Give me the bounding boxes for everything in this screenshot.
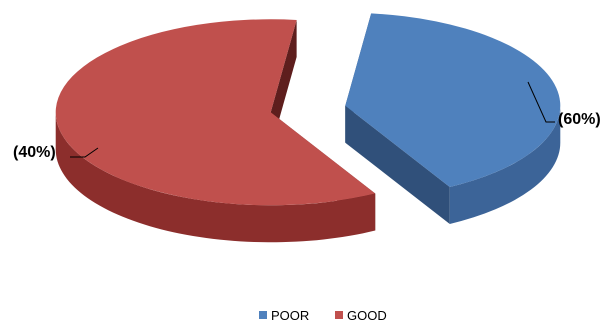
data-label-poor: (40%) bbox=[13, 144, 56, 161]
legend-item-poor: POOR bbox=[259, 308, 309, 323]
pie-slice-good-cut-end bbox=[270, 19, 297, 150]
legend-swatch-poor bbox=[259, 311, 267, 319]
legend-label-good: GOOD bbox=[347, 308, 387, 323]
legend-swatch-good bbox=[335, 311, 343, 319]
pie-slice-good-side-0 bbox=[55, 112, 376, 243]
pie-slice-poor-top bbox=[345, 13, 561, 187]
leader-line-good bbox=[527, 81, 555, 123]
pie-slice-good-top bbox=[55, 19, 376, 206]
pie-slice-poor-side-0 bbox=[449, 105, 561, 224]
leader-line-poor bbox=[70, 147, 99, 158]
legend-item-good: GOOD bbox=[335, 308, 387, 323]
labels-layer: (60%) (40%) bbox=[13, 81, 601, 161]
pie-slice-poor-cut-end bbox=[345, 105, 450, 224]
legend: POOR GOOD bbox=[259, 308, 387, 323]
data-label-good: (60%) bbox=[558, 111, 601, 128]
slices-layer bbox=[55, 13, 561, 243]
legend-label-poor: POOR bbox=[271, 308, 309, 323]
